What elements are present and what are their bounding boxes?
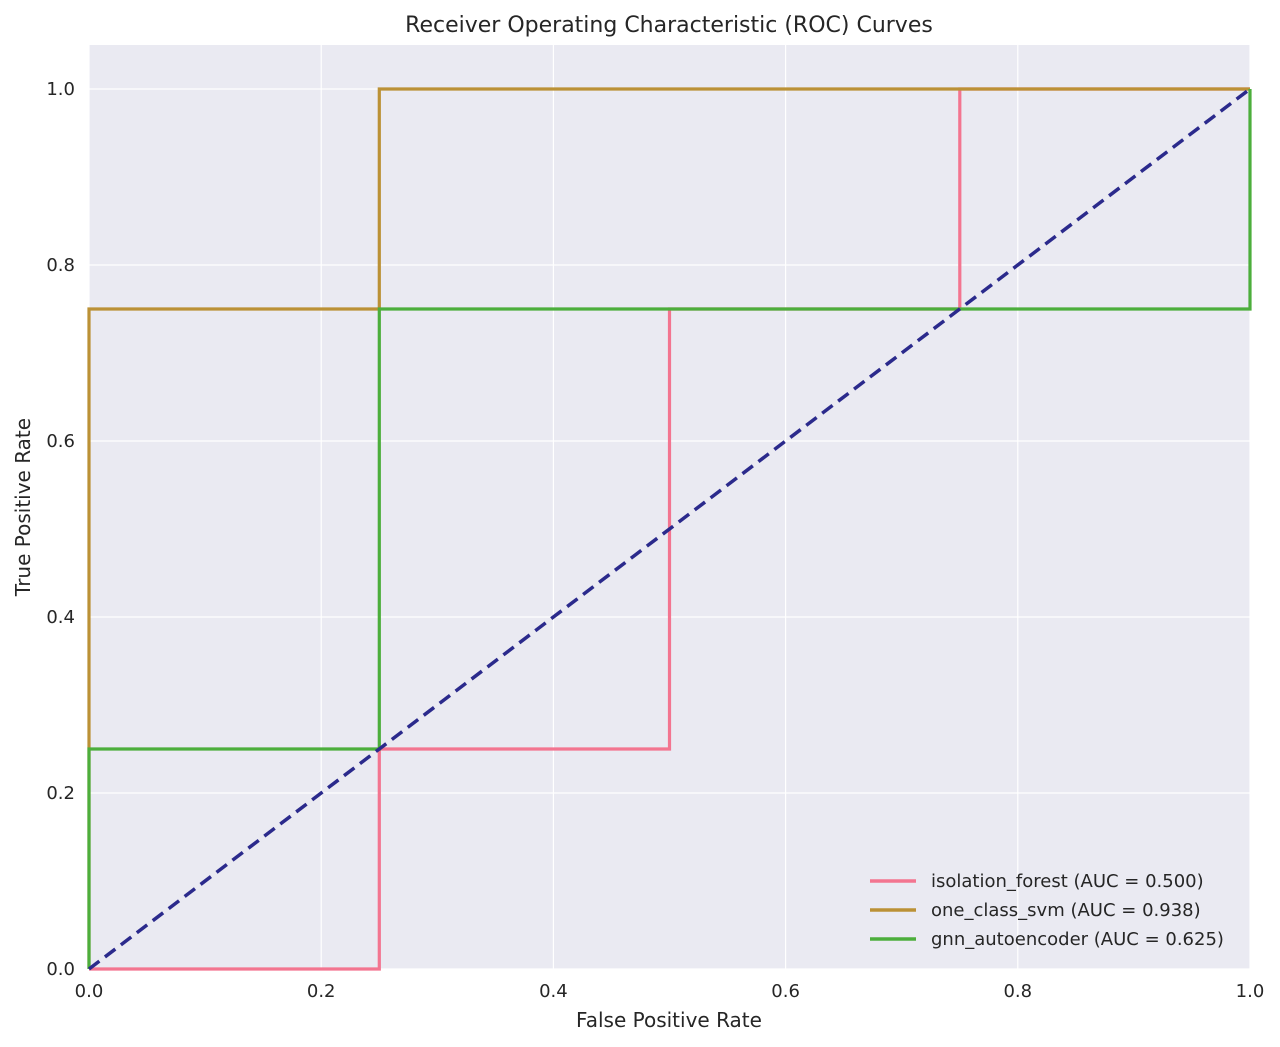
- x-tick-label: 0.4: [539, 981, 568, 1002]
- y-axis-ticks: 0.0 0.2 0.4 0.6 0.8 1.0: [46, 79, 75, 980]
- y-tick-label: 0.4: [46, 607, 75, 628]
- y-tick-label: 0.2: [46, 783, 75, 804]
- x-tick-label: 1.0: [1236, 981, 1265, 1002]
- x-tick-label: 0.8: [1003, 981, 1032, 1002]
- x-tick-label: 0.2: [307, 981, 336, 1002]
- chart-title: Receiver Operating Characteristic (ROC) …: [405, 13, 933, 38]
- x-axis-ticks: 0.0 0.2 0.4 0.6 0.8 1.0: [75, 981, 1265, 1002]
- y-tick-label: 1.0: [46, 79, 75, 100]
- y-tick-label: 0.0: [46, 959, 75, 980]
- y-tick-label: 0.8: [46, 255, 75, 276]
- legend-label: one_class_svm (AUC = 0.938): [931, 900, 1201, 921]
- x-axis-label: False Positive Rate: [576, 1008, 762, 1032]
- legend-label: isolation_forest (AUC = 0.500): [931, 871, 1204, 892]
- legend-label: gnn_autoencoder (AUC = 0.625): [931, 929, 1224, 950]
- y-tick-label: 0.6: [46, 431, 75, 452]
- x-tick-label: 0.6: [771, 981, 800, 1002]
- x-tick-label: 0.0: [75, 981, 104, 1002]
- y-axis-label: True Positive Rate: [11, 418, 35, 597]
